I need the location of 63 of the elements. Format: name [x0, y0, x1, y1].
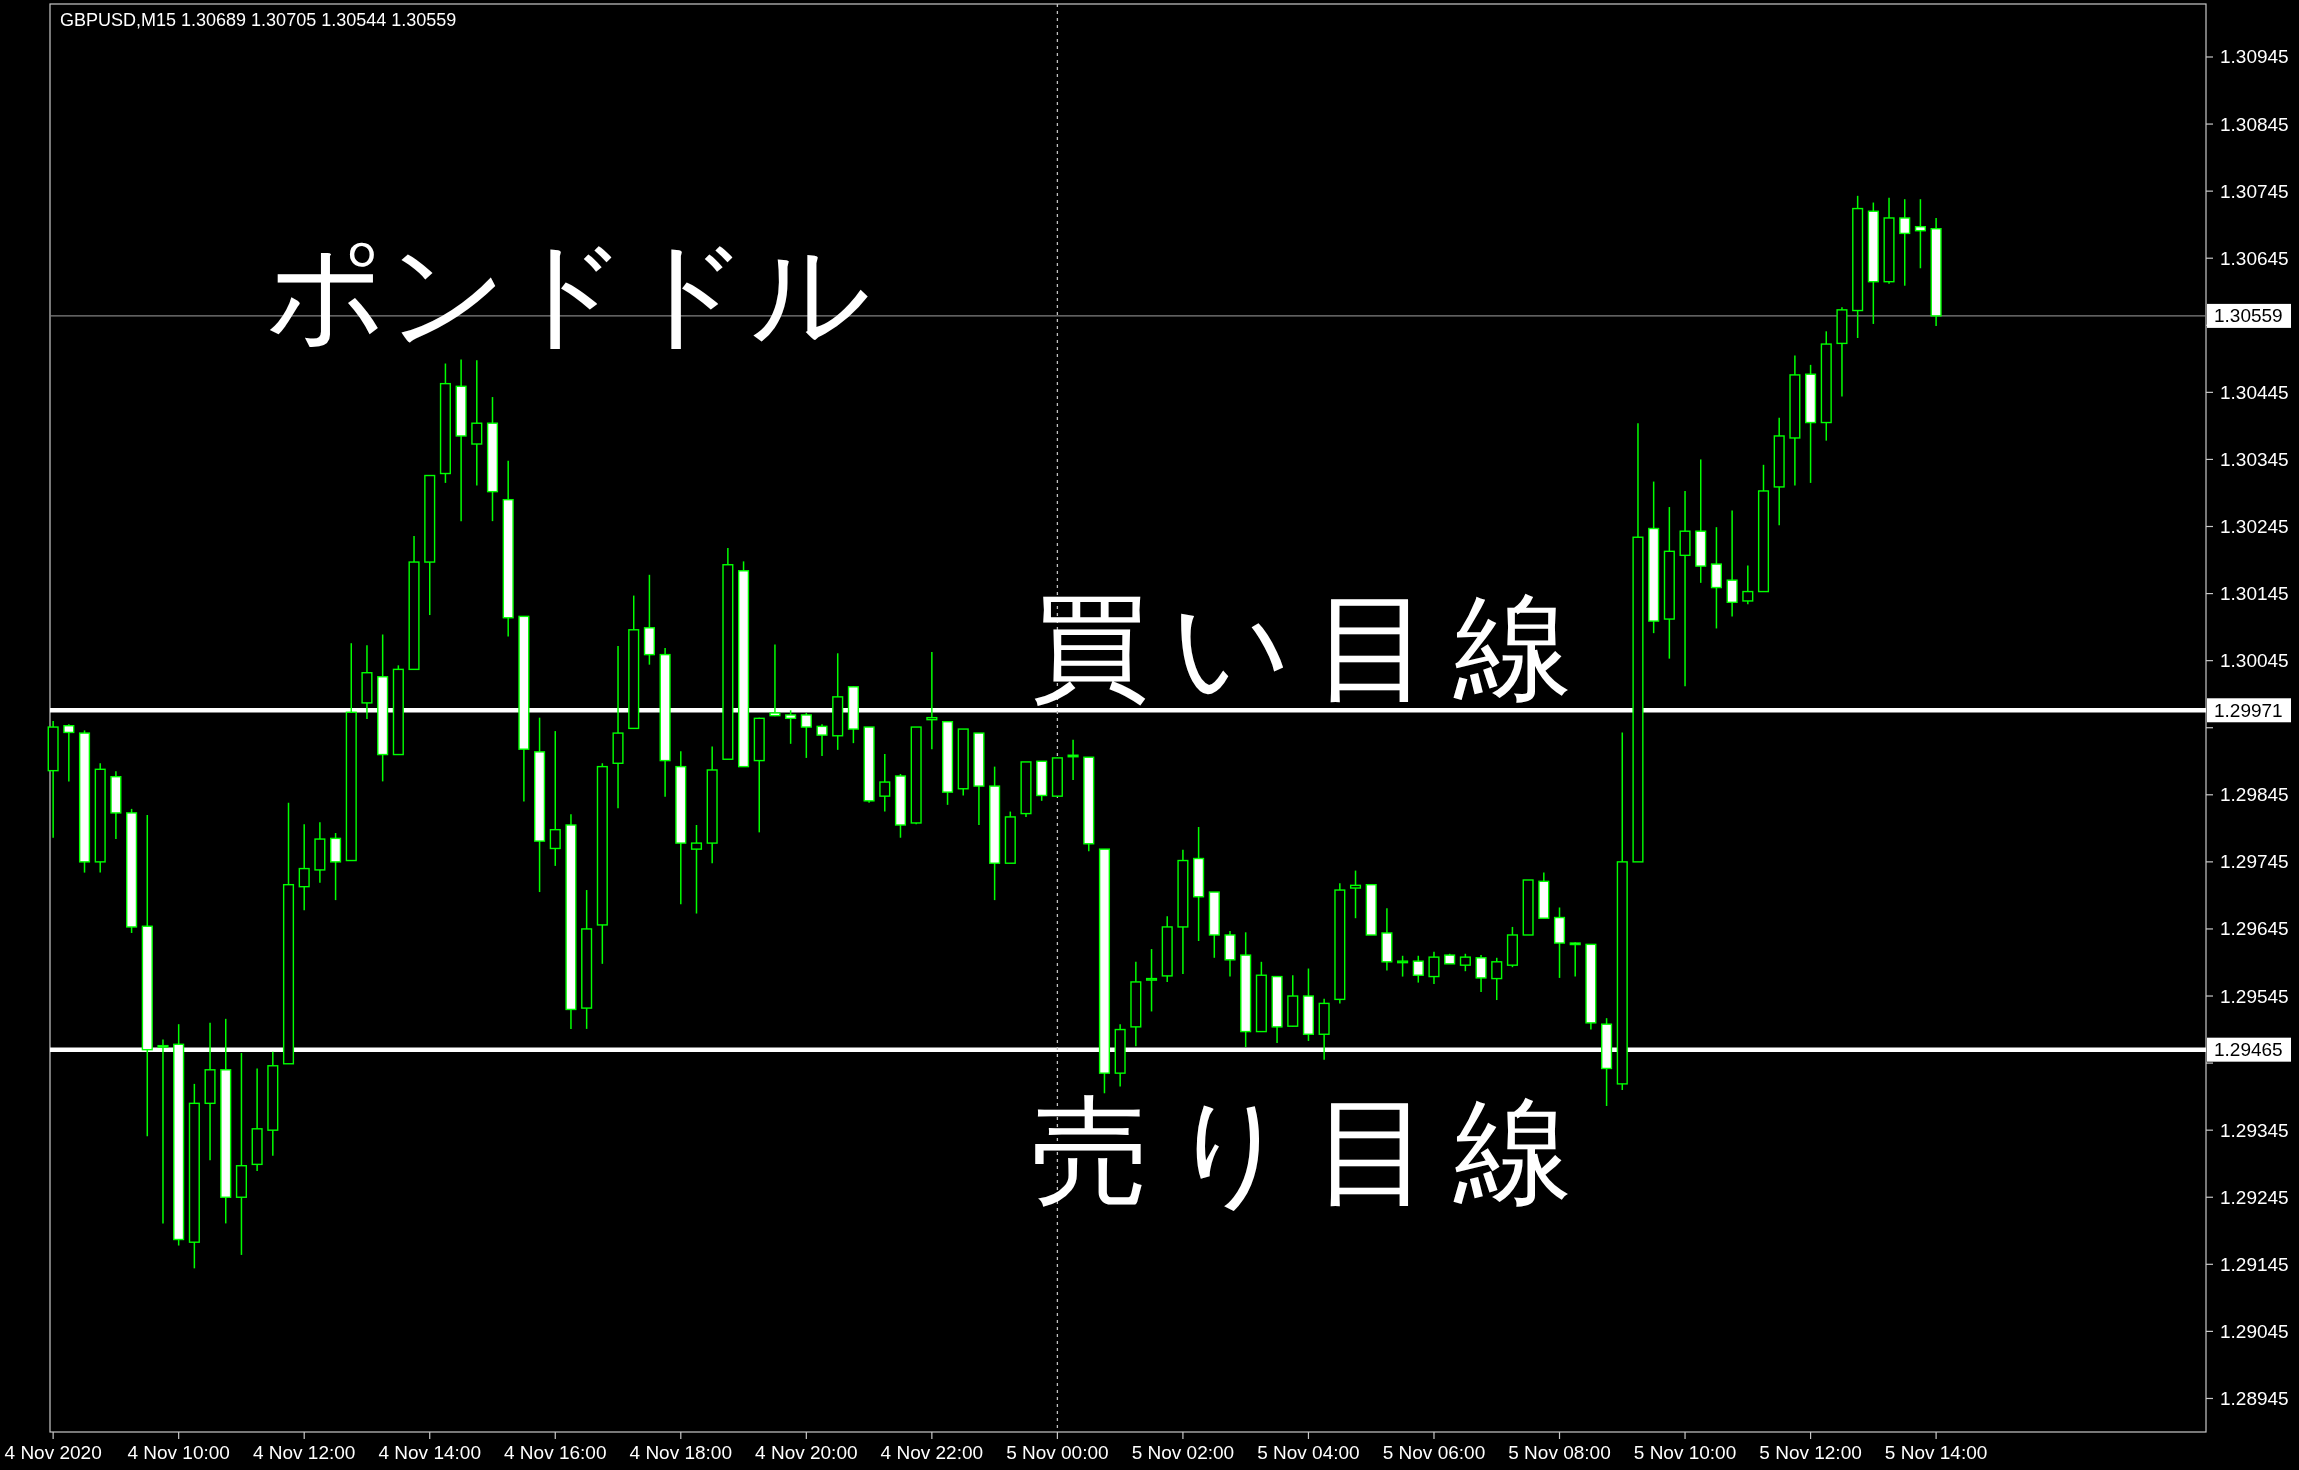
ref-line-label: 1.29465 — [2214, 1039, 2283, 1061]
candlestick — [1726, 509, 1738, 618]
x-tick-label: 4 Nov 22:00 — [880, 1442, 984, 1463]
candlestick — [471, 359, 483, 487]
annotation: 買い目線 — [1030, 578, 1594, 717]
x-tick-label: 4 Nov 20:00 — [755, 1442, 858, 1463]
y-tick-label: 1.29845 — [2220, 784, 2289, 806]
x-tick-label: 4 Nov 12:00 — [252, 1442, 356, 1463]
candlestick — [330, 832, 342, 901]
y-tick-label: 1.30445 — [2220, 381, 2289, 403]
x-tick-label: 5 Nov 12:00 — [1759, 1442, 1862, 1463]
candlestick — [1397, 955, 1409, 978]
y-tick-label: 1.28945 — [2220, 1387, 2289, 1409]
y-tick-label: 1.30345 — [2220, 448, 2289, 470]
y-tick-label: 1.30945 — [2220, 46, 2289, 68]
y-tick-label: 1.30645 — [2220, 247, 2289, 269]
x-tick-label: 4 Nov 2020 — [4, 1442, 102, 1463]
candlestick — [1428, 951, 1440, 985]
ref-line-label: 1.30559 — [2214, 305, 2283, 327]
y-tick-label: 1.30845 — [2220, 113, 2289, 135]
y-tick-label: 1.29245 — [2220, 1186, 2289, 1208]
candlestick — [1475, 954, 1487, 993]
candlestick — [816, 723, 828, 757]
chart-title: GBPUSD,M15 1.30689 1.30705 1.30544 1.30559 — [60, 10, 457, 30]
x-tick-label: 5 Nov 02:00 — [1131, 1442, 1235, 1463]
candlestick — [1569, 941, 1581, 978]
y-tick-label: 1.30245 — [2220, 516, 2289, 537]
y-tick-label: 1.29645 — [2220, 918, 2289, 940]
y-tick-label: 1.29145 — [2220, 1253, 2289, 1275]
x-tick-label: 4 Nov 16:00 — [504, 1442, 607, 1463]
y-tick-label: 1.29345 — [2220, 1119, 2289, 1141]
ref-line-label: 1.29971 — [2214, 699, 2283, 721]
candlestick — [1710, 526, 1722, 630]
annotation: ポンドドル — [265, 223, 871, 362]
candlestick — [879, 753, 891, 813]
candlestick — [549, 730, 561, 867]
y-tick-label: 1.30145 — [2220, 583, 2289, 605]
y-tick-label: 1.30745 — [2220, 180, 2289, 202]
x-tick-label: 5 Nov 08:00 — [1508, 1442, 1611, 1463]
y-tick-label: 1.30045 — [2220, 650, 2289, 672]
candlestick — [926, 651, 938, 750]
y-tick-label: 1.29545 — [2220, 985, 2289, 1007]
candlestick — [1914, 198, 1926, 270]
candlestick — [63, 723, 75, 783]
x-tick-label: 4 Nov 18:00 — [629, 1442, 733, 1463]
annotation: 売り目線 — [1030, 1081, 1594, 1220]
candlestick — [1491, 957, 1503, 1001]
x-tick-label: 5 Nov 10:00 — [1633, 1442, 1737, 1463]
candlestick — [1412, 955, 1424, 984]
y-tick-label: 1.29745 — [2220, 851, 2289, 873]
x-tick-label: 5 Nov 04:00 — [1257, 1442, 1360, 1463]
x-tick-label: 4 Nov 14:00 — [378, 1442, 481, 1463]
x-tick-label: 5 Nov 00:00 — [1006, 1442, 1109, 1463]
x-tick-label: 5 Nov 06:00 — [1382, 1442, 1486, 1463]
candlestick — [1349, 869, 1362, 919]
y-tick-label: 1.29045 — [2220, 1320, 2289, 1342]
candlestick — [1145, 948, 1158, 1013]
candlestick — [690, 824, 703, 915]
candlestick — [298, 823, 310, 911]
candlestick — [1742, 564, 1754, 606]
x-tick-label: 5 Nov 14:00 — [1884, 1442, 1988, 1463]
x-tick-label: 4 Nov 10:00 — [127, 1442, 230, 1463]
candlestick — [1899, 198, 1911, 287]
